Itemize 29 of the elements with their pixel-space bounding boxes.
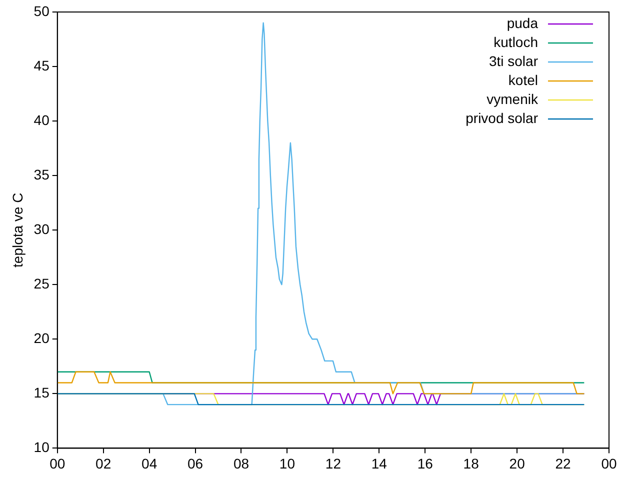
x-tick-label: 08 — [233, 455, 250, 472]
x-tick-label: 10 — [279, 455, 296, 472]
x-tick-label: 00 — [50, 455, 66, 472]
y-axis-title: teplota ve C — [9, 192, 26, 268]
x-tick-label: 04 — [142, 455, 158, 472]
x-tick-label: 22 — [555, 455, 572, 472]
x-tick-label: 20 — [509, 455, 526, 472]
legend-label: vymenik — [486, 90, 539, 107]
x-tick-label: 00 — [601, 455, 617, 472]
x-tick-label: 16 — [417, 455, 434, 472]
y-tick-label: 10 — [34, 439, 50, 456]
y-tick-label: 20 — [34, 330, 50, 346]
legend-label: kotel — [508, 72, 538, 88]
legend-label: privod solar — [466, 110, 538, 126]
legend-label: 3ti solar — [488, 52, 538, 69]
y-tick-label: 40 — [34, 112, 50, 128]
y-tick-label: 35 — [34, 166, 50, 182]
y-tick-label: 45 — [34, 57, 50, 74]
x-tick-label: 18 — [463, 455, 480, 472]
y-tick-label: 50 — [34, 2, 50, 19]
y-tick-label: 30 — [34, 220, 50, 237]
y-tick-label: 25 — [34, 275, 50, 292]
x-tick-label: 14 — [371, 455, 388, 472]
y-tick-label: 15 — [34, 384, 50, 401]
legend-label: puda — [506, 14, 538, 31]
x-tick-label: 06 — [187, 455, 204, 472]
legend-label: kutloch — [494, 34, 538, 50]
x-tick-label: 12 — [325, 455, 342, 472]
x-tick-label: 02 — [96, 455, 112, 472]
